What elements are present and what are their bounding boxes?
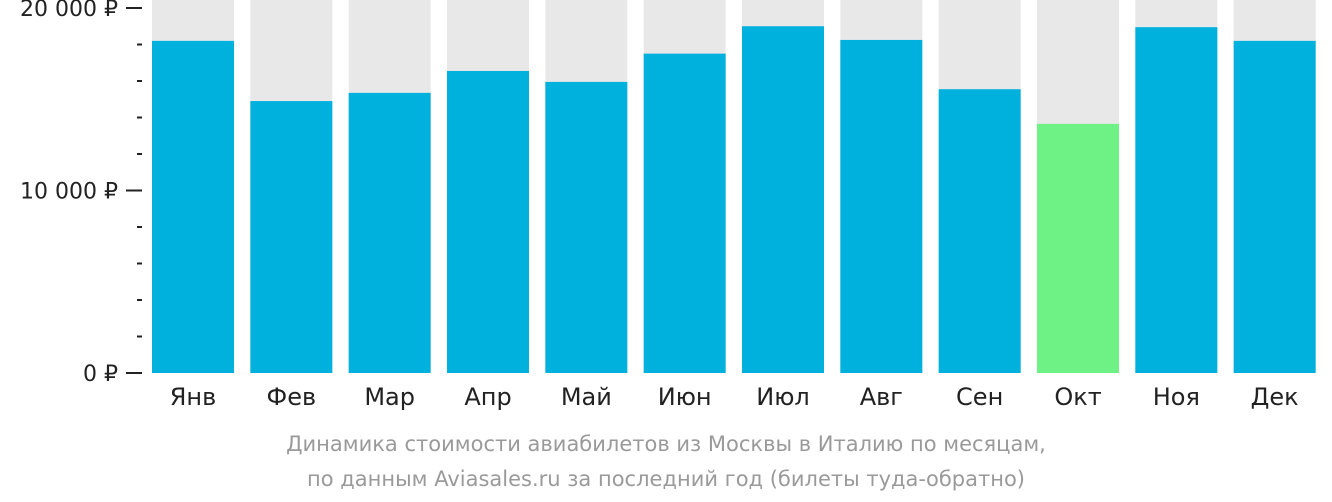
x-tick-label: Янв: [170, 383, 217, 411]
x-tick-label: Фев: [267, 383, 317, 411]
y-tick-label: 10 000 ₽: [20, 180, 118, 205]
x-tick-label: Май: [561, 383, 612, 411]
x-axis-labels: Янв Фев Мар Апр Май Июн Июл Авг Сен Окт Ноя Дек: [170, 383, 1299, 411]
bar-12: [1233, 40, 1316, 373]
x-tick-label: Дек: [1251, 383, 1299, 411]
bar-6: [643, 53, 726, 373]
x-tick-label: Ноя: [1153, 383, 1200, 411]
x-tick-label: Июн: [658, 383, 712, 411]
price-bar-chart: 0 ₽ 10 000 ₽ 20 000 ₽ Янв Фев Мар Апр Май Июн Ию…: [20, 0, 1316, 411]
bar-10: [1037, 123, 1119, 373]
x-tick-label: Апр: [464, 383, 511, 411]
bar-4: [447, 70, 529, 374]
y-axis: 0 ₽ 10 000 ₽ 20 000 ₽: [20, 0, 142, 387]
y-tick-label: 20 000 ₽: [20, 0, 118, 22]
y-tick-label: 0 ₽: [83, 362, 118, 387]
x-tick-label: Окт: [1054, 383, 1101, 411]
bar-7: [742, 26, 824, 373]
bar-3: [348, 92, 431, 374]
bar-11: [1135, 27, 1218, 373]
chart-caption-line-1: Динамика стоимости авиабилетов из Москвы…: [286, 432, 1046, 456]
x-tick-label: Авг: [860, 383, 903, 411]
x-tick-label: Июл: [756, 383, 810, 411]
bar-2: [250, 101, 333, 373]
x-tick-label: Мар: [364, 383, 415, 411]
bar-8: [840, 39, 923, 373]
bar-5: [545, 81, 628, 373]
x-tick-label: Сен: [956, 383, 1003, 411]
chart-caption-line-2: по данным Aviasales.ru за последний год …: [307, 467, 1025, 491]
bar-9: [938, 89, 1021, 374]
bar-1: [152, 40, 234, 373]
price-bars: [152, 26, 1316, 374]
